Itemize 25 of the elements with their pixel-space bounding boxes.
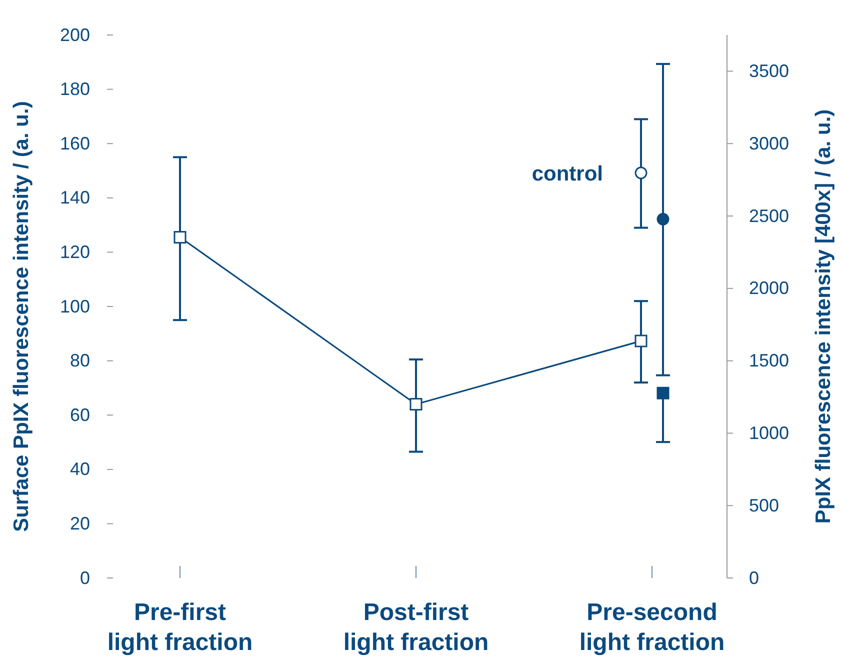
y2-tick-label: 0 bbox=[749, 568, 760, 588]
y-tick-label: 20 bbox=[70, 513, 90, 534]
y-tick-label: 160 bbox=[60, 133, 90, 154]
y-tick-label: 40 bbox=[70, 459, 90, 480]
y-tick-label: 0 bbox=[80, 568, 90, 588]
y-tick-label: 200 bbox=[60, 24, 90, 45]
y2-tick-label: 1500 bbox=[749, 350, 790, 371]
annotation: control bbox=[532, 162, 603, 186]
y2-tick-label: 2000 bbox=[749, 278, 790, 298]
y-tick-label: 60 bbox=[70, 404, 90, 425]
x-tick-label: Pre-second light fraction bbox=[579, 599, 725, 656]
y-tick-label: 180 bbox=[60, 79, 90, 100]
y-tick-label: 100 bbox=[60, 296, 90, 316]
y-tick-label: 140 bbox=[60, 188, 90, 208]
y2-tick-label: 3000 bbox=[749, 133, 790, 154]
x-tick-label: Post-first light fraction bbox=[343, 599, 489, 656]
y2-axis-title: PpIX fluorescence intensity [400x] / (a. u.) bbox=[812, 109, 835, 524]
y2-tick-label: 1000 bbox=[749, 422, 790, 443]
y-tick-label: 80 bbox=[70, 350, 90, 371]
x-tick-label: Pre-first light fraction bbox=[107, 599, 253, 656]
y2-tick-label: 500 bbox=[749, 495, 780, 516]
y-tick-label: 120 bbox=[60, 242, 90, 262]
y-axis-title: Surface PpIX fluorescence intensity / (a. u.) bbox=[10, 101, 33, 532]
y2-tick-label: 2500 bbox=[749, 206, 790, 226]
y2-tick-label: 3500 bbox=[749, 60, 790, 81]
